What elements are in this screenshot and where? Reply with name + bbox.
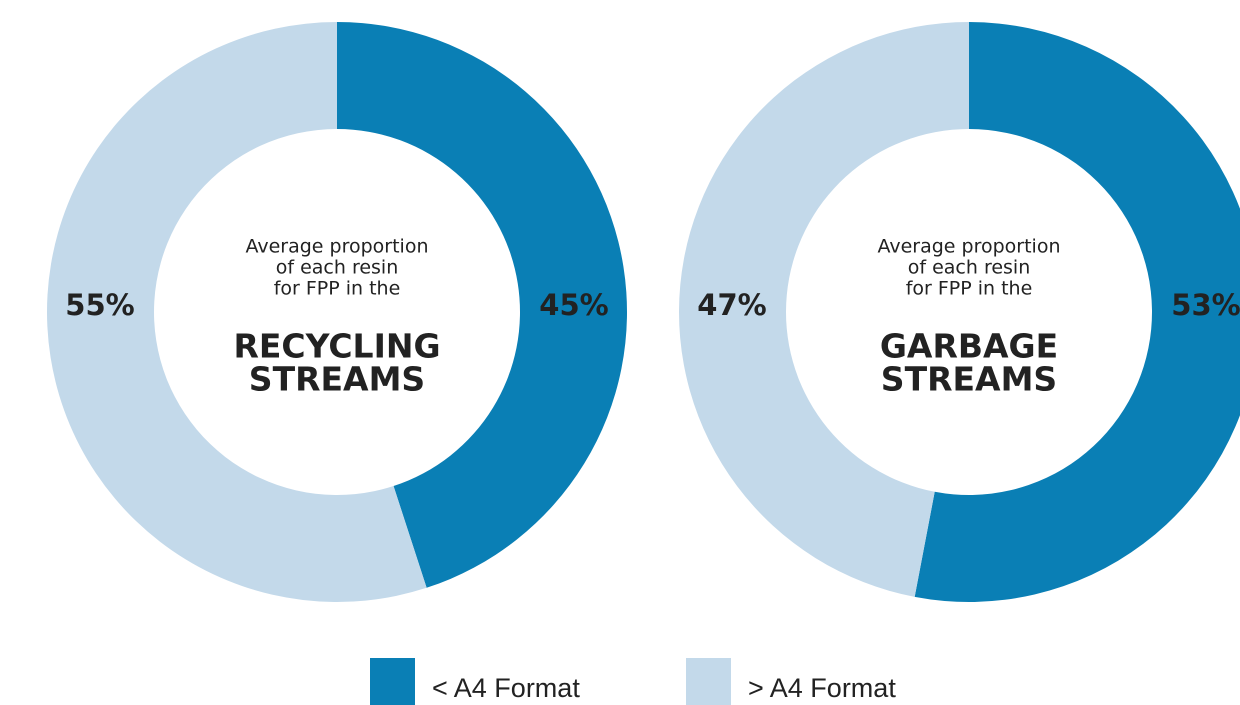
center-text: Average proportion [877, 236, 1060, 258]
legend-label: > A4 Format [748, 673, 896, 703]
chart-title: RECYCLING [233, 327, 440, 366]
donut-slice [914, 22, 1240, 602]
value-label: 47% [697, 288, 766, 322]
donut-slice [47, 22, 427, 602]
value-label: 55% [65, 288, 134, 322]
legend-label: < A4 Format [432, 673, 580, 703]
chart-title: GARBAGE [880, 327, 1058, 366]
center-text: of each resin [908, 257, 1031, 279]
value-label: 45% [539, 288, 608, 322]
chart-title: STREAMS [249, 360, 425, 399]
donut-slice [337, 22, 627, 588]
chart-title: STREAMS [881, 360, 1057, 399]
center-text: for FPP in the [906, 278, 1033, 300]
center-text: for FPP in the [274, 278, 401, 300]
legend-swatch [686, 658, 731, 705]
donut-slice [678, 22, 969, 597]
center-text: of each resin [276, 257, 399, 279]
value-label: 53% [1171, 288, 1240, 322]
center-text: Average proportion [245, 236, 428, 258]
legend-swatch [370, 658, 415, 705]
